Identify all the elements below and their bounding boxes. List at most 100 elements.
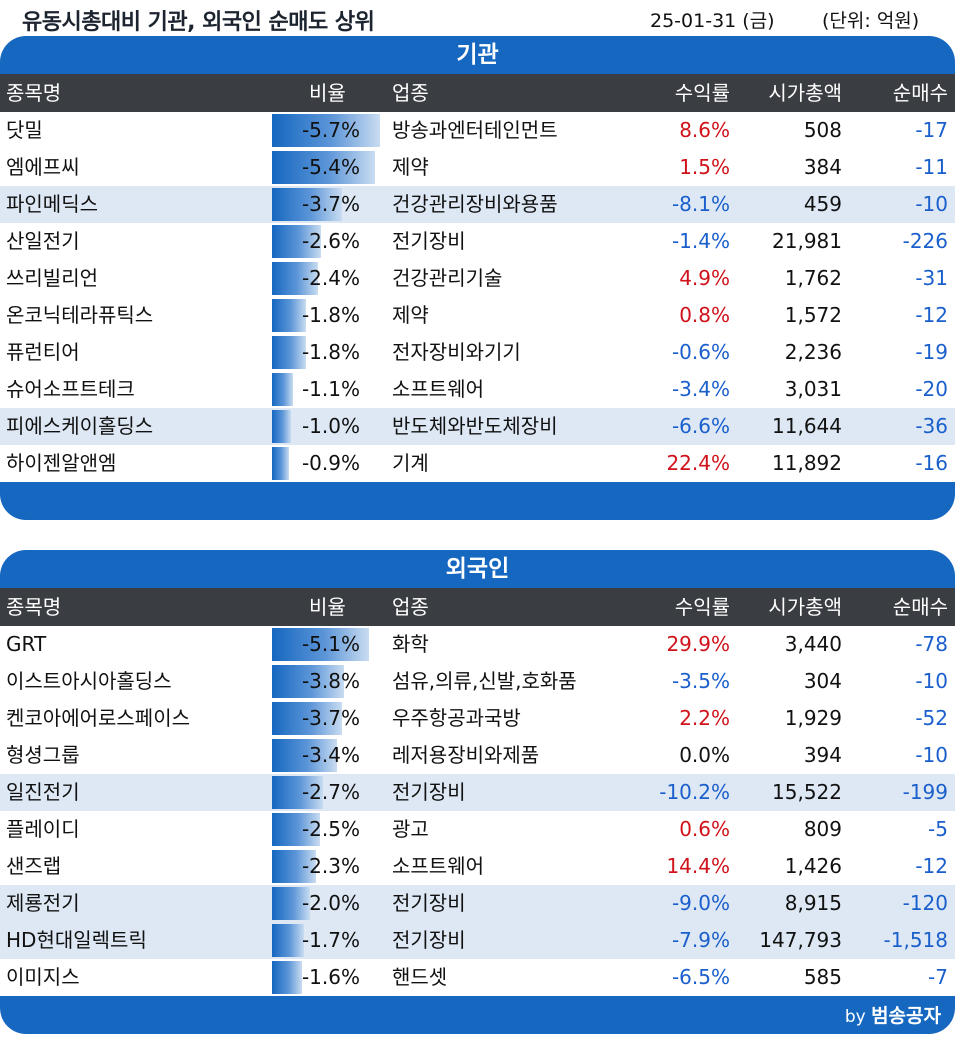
stock-name: 하이젠알앤엠 [6,451,117,475]
ratio-value: -1.1% [301,377,360,401]
institution-panel-title: 기관 [0,36,955,74]
ratio-bar [272,299,306,332]
market-cap-value: 304 [803,669,842,693]
col-marketcap-header: 시가총액 [768,81,842,105]
market-cap-value: 21,981 [772,229,842,253]
return-value: -6.5% [671,965,730,989]
table-row: 온코닉테라퓨틱스 -1.8% 제약 0.8% 1,572 -12 [0,297,955,334]
unit-label: (단위: 억원) [822,10,920,32]
col-marketcap-header: 시가총액 [768,595,842,619]
top-bar: 유동시총대비 기관, 외국인 순매도 상위 25-01-31 (금) (단위: … [0,0,955,36]
ratio-value: -1.6% [301,965,360,989]
col-return-header: 수익률 [674,595,730,619]
stock-name: 산일전기 [6,229,80,253]
ratio-bar [272,850,316,883]
net-sell-value: -226 [902,229,948,253]
return-value: -6.6% [671,414,730,438]
sector-name: 섬유,의류,신발,호화품 [392,669,577,693]
ratio-bar [272,447,289,480]
net-sell-value: -31 [915,266,948,290]
ratio-value: -2.0% [301,891,360,915]
ratio-bar [272,776,323,809]
return-value: -1.4% [671,229,730,253]
return-value: -3.4% [671,377,730,401]
market-cap-value: 384 [803,155,842,179]
market-cap-value: 3,440 [784,632,842,656]
ratio-value: -2.7% [301,780,360,804]
sector-name: 핸드셋 [392,965,448,989]
report-date: 25-01-31 (금) [650,10,775,32]
table-row: 산일전기 -2.6% 전기장비 -1.4% 21,981 -226 [0,223,955,260]
stock-name: 슈어소프트테크 [6,377,135,401]
net-sell-value: -11 [915,155,948,179]
net-sell-value: -10 [915,669,948,693]
table-row: 플레이디 -2.5% 광고 0.6% 809 -5 [0,811,955,848]
foreign-rows: GRT -5.1% 화학 29.9% 3,440 -78 이스트아시아홀딩스 -3.8% 섬유,… [0,626,955,996]
institution-panel-footer [0,482,955,520]
stock-name: 샌즈랩 [6,854,62,878]
market-cap-value: 508 [803,118,842,142]
col-name-header: 종목명 [6,595,62,619]
col-sector-header: 업종 [392,595,429,619]
col-sector-header: 업종 [392,81,429,105]
table-row: 켄코아에어로스페이스 -3.7% 우주항공과국방 2.2% 1,929 -52 [0,700,955,737]
table-row: 쓰리빌리언 -2.4% 건강관리기술 4.9% 1,762 -31 [0,260,955,297]
return-value: -9.0% [671,891,730,915]
market-cap-value: 459 [803,192,842,216]
foreign-panel-title: 외국인 [0,550,955,588]
col-ratio-header: 비율 [309,81,346,105]
stock-name: 일진전기 [6,780,80,804]
table-row: GRT -5.1% 화학 29.9% 3,440 -78 [0,626,955,663]
ratio-value: -0.9% [301,451,360,475]
return-value: -7.9% [671,928,730,952]
net-sell-value: -10 [915,192,948,216]
return-value: -8.1% [671,192,730,216]
ratio-bar [272,225,321,258]
ratio-bar [272,628,369,661]
ratio-value: -1.8% [301,303,360,327]
ratio-value: -3.8% [301,669,360,693]
return-value: -0.6% [671,340,730,364]
sector-name: 기계 [392,451,429,475]
return-value: 29.9% [666,632,730,656]
net-sell-value: -16 [915,451,948,475]
net-sell-value: -1,518 [883,928,948,952]
market-cap-value: 147,793 [759,928,842,952]
return-value: 0.8% [679,303,730,327]
ratio-bar [272,410,291,443]
ratio-bar [272,151,375,184]
sector-name: 화학 [392,632,429,656]
net-sell-value: -17 [915,118,948,142]
stock-name: HD현대일렉트릭 [6,928,147,952]
net-sell-value: -52 [915,706,948,730]
stock-name: 이미지스 [6,965,80,989]
net-sell-value: -5 [928,817,948,841]
ratio-value: -2.4% [301,266,360,290]
market-cap-value: 15,522 [772,780,842,804]
institution-rows: 닷밀 -5.7% 방송과엔터테인먼트 8.6% 508 -17 엠에프씨 -5.4% 제약 1.5… [0,112,955,482]
return-value: 1.5% [679,155,730,179]
return-value: 8.6% [679,118,730,142]
sector-name: 방송과엔터테인먼트 [392,118,558,142]
return-value: -3.5% [671,669,730,693]
market-cap-value: 809 [803,817,842,841]
foreign-column-header: 종목명 비율 업종 수익률 시가총액 순매수 [0,588,955,626]
stock-name: 퓨런티어 [6,340,80,364]
stock-name: GRT [6,632,47,656]
ratio-bar [272,961,302,994]
ratio-value: -3.4% [301,743,360,767]
market-cap-value: 11,644 [772,414,842,438]
ratio-bar [272,188,342,221]
sector-name: 전자장비와기기 [392,340,521,364]
table-row: 형셩그룹 -3.4% 레저용장비와제품 0.0% 394 -10 [0,737,955,774]
market-cap-value: 1,426 [784,854,842,878]
foreign-panel-footer: by 범송공자 [0,996,955,1034]
sector-name: 제약 [392,303,429,327]
net-sell-value: -20 [915,377,948,401]
ratio-value: -2.5% [301,817,360,841]
net-sell-value: -199 [902,780,948,804]
net-sell-value: -36 [915,414,948,438]
sector-name: 건강관리장비와용품 [392,192,558,216]
credit-text: by 범송공자 [845,1001,941,1028]
credit-prefix: by [844,1007,866,1027]
